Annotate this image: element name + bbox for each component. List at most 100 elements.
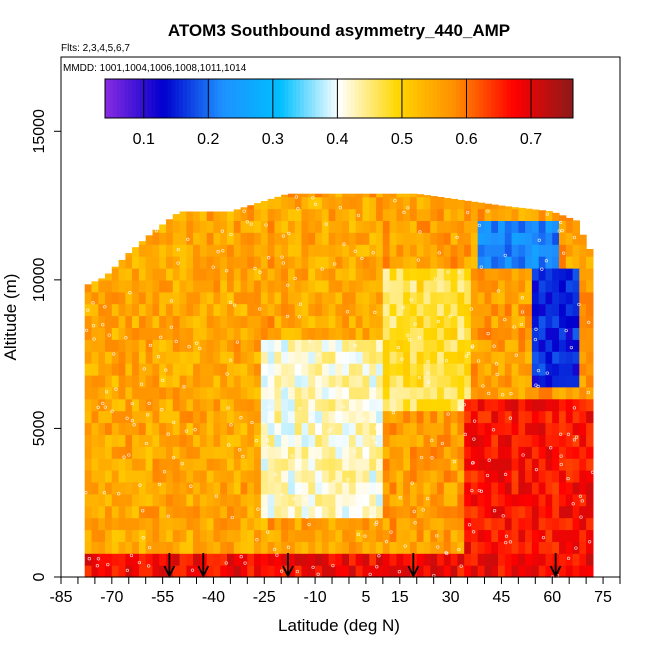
heat-cell — [301, 517, 309, 531]
heat-cell — [464, 505, 472, 519]
heat-cell — [559, 481, 567, 495]
heat-cell — [159, 470, 167, 483]
heat-cell — [396, 315, 404, 328]
measurement-dot — [393, 199, 397, 203]
heat-cell — [572, 481, 580, 495]
heat-cell — [430, 446, 438, 459]
heat-cell — [328, 481, 336, 495]
heat-cell — [267, 220, 276, 233]
measurement-dot — [384, 540, 389, 544]
heat-cell — [382, 268, 391, 281]
heat-cell — [335, 481, 343, 495]
heat-cell — [274, 446, 282, 459]
colorbar-segment — [378, 79, 383, 118]
heat-cell — [328, 517, 336, 531]
measurement-dot — [95, 564, 100, 568]
heat-cell — [152, 446, 160, 459]
heat-cell — [579, 351, 587, 364]
heat-cell — [288, 315, 296, 328]
heat-cell — [552, 481, 560, 495]
heat-cell — [410, 291, 418, 305]
heat-cell — [227, 446, 235, 459]
heat-cell — [274, 279, 282, 293]
heat-cell — [206, 422, 215, 435]
heat-cell — [98, 458, 106, 471]
heat-cell — [531, 458, 540, 471]
heat-cell — [199, 291, 208, 305]
colorbar-segment — [456, 79, 461, 118]
heat-cell — [511, 422, 519, 435]
heat-cell — [525, 351, 533, 364]
heat-cell — [362, 410, 370, 424]
heat-cell — [484, 232, 492, 245]
heat-cell — [579, 553, 587, 566]
heat-cell — [220, 268, 228, 281]
heat-cell — [91, 422, 99, 435]
heat-cell — [443, 493, 452, 507]
heat-cell — [132, 505, 140, 519]
heat-cell — [586, 446, 594, 459]
heat-cell — [552, 493, 560, 507]
colorbar-segment — [358, 79, 363, 118]
heat-cell — [579, 398, 587, 412]
heat-cell — [464, 529, 472, 542]
heat-cell — [389, 553, 397, 566]
heat-cell — [138, 386, 147, 400]
heat-cell — [450, 291, 458, 305]
heat-cell — [260, 363, 269, 376]
heat-cell — [308, 208, 316, 221]
heat-cell — [145, 303, 154, 317]
heat-cell — [321, 470, 330, 483]
heat-cell — [166, 422, 174, 435]
heat-cell — [179, 541, 187, 554]
heat-cell — [308, 470, 316, 483]
measurement-dot — [144, 441, 149, 446]
measurement-dot — [187, 345, 191, 349]
heat-cell — [410, 410, 418, 424]
heat-cell — [396, 386, 404, 400]
colorbar-segment — [233, 79, 239, 118]
heat-cell — [376, 398, 384, 412]
measurement-dot — [360, 256, 364, 261]
heat-cell — [145, 315, 154, 328]
colorbar-segment — [229, 79, 235, 118]
measurement-dot — [455, 235, 459, 240]
heat-cell — [260, 541, 269, 554]
heat-cell — [294, 446, 303, 459]
heat-cell — [376, 553, 384, 566]
heat-cell — [518, 422, 526, 435]
heat-cell — [518, 458, 526, 471]
heat-cell — [179, 268, 187, 281]
heat-cell — [362, 256, 370, 269]
heat-cell — [206, 458, 215, 471]
heat-cell — [132, 458, 140, 471]
heat-cell — [145, 541, 154, 554]
heat-cell — [430, 303, 438, 317]
heat-cell — [206, 220, 215, 233]
heat-cell — [308, 256, 316, 269]
heat-cell — [531, 351, 540, 364]
measurement-dot — [426, 380, 430, 384]
heat-cell — [98, 517, 106, 531]
heat-cell — [335, 398, 343, 412]
heat-cell — [315, 565, 323, 578]
measurement-dot — [492, 509, 497, 513]
heat-cell — [152, 291, 160, 305]
heat-cell — [288, 517, 296, 531]
heat-cell — [193, 315, 201, 328]
heat-cell — [91, 303, 99, 317]
heat-cell — [382, 481, 391, 495]
heat-cell — [240, 410, 248, 424]
heat-cell — [199, 363, 208, 376]
heat-cell — [531, 363, 540, 376]
y-tick-label: 10000 — [31, 258, 48, 303]
heat-cell — [193, 446, 201, 459]
heat-cell — [396, 256, 404, 269]
heat-cell — [410, 327, 418, 340]
heat-cell — [105, 505, 113, 519]
heat-cell — [294, 232, 303, 245]
measurement-dot — [91, 324, 96, 328]
heat-cell — [138, 327, 147, 340]
heat-cell — [559, 363, 567, 376]
heat-cell — [159, 327, 167, 340]
